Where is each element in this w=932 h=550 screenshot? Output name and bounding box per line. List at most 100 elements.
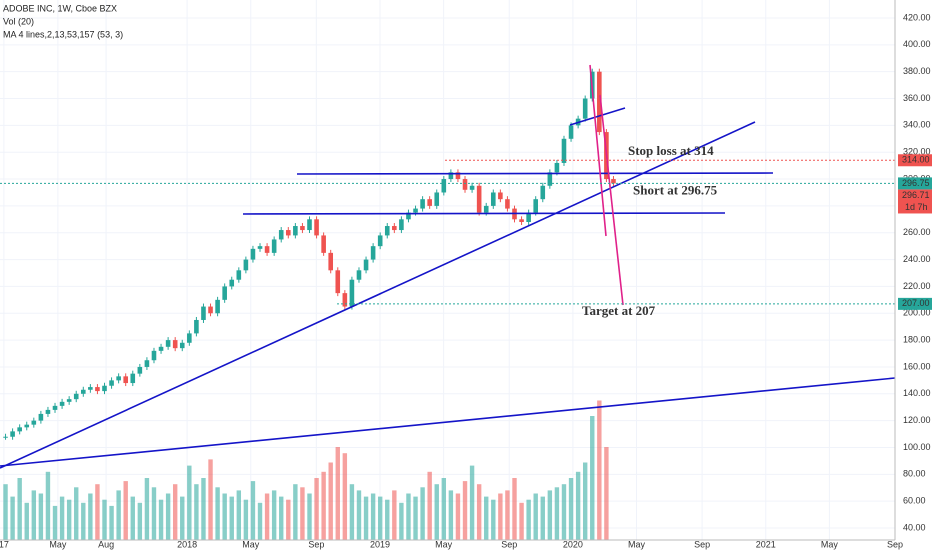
candle-body [469,185,475,190]
y-tick-label: 160.00 [903,361,931,371]
candle-body [448,172,454,180]
volume-bar [165,493,171,540]
volume-bar [116,490,121,540]
volume-bar [31,490,37,540]
y-tick-label: 420.00 [903,12,931,22]
volume-bar [109,505,114,540]
volume-bar [519,502,524,540]
y-tick-label: 80.00 [903,469,926,479]
volume-bar [45,471,51,540]
volume-bar [300,487,305,540]
price-tag [898,189,932,214]
volume-bar [264,493,270,540]
y-tick-label: 180.00 [903,334,931,344]
symbol: ADOBE INC, 1W, Cboe BZX [3,3,117,13]
candle-body [278,230,284,240]
x-tick-label: 2021 [756,539,776,549]
volume-bar [597,400,602,540]
volume [3,400,609,540]
volume-bar [533,493,538,540]
candle-body [356,270,362,280]
candle-body [102,385,107,392]
volume-bar [356,490,362,540]
volume-bar [406,493,411,540]
volume-bar [547,490,553,540]
ma-legend: MA 4 lines,2,13,53,157 (53, 3) [3,29,123,39]
candle-body [179,342,185,349]
level-note: Stop loss at 314 [628,143,714,158]
trend-line [569,107,626,126]
level-tag-label: 207.00 [902,298,930,308]
candle-body [526,212,531,222]
volume-bar [180,496,185,540]
volume-bar [187,465,192,540]
y-tick-label: 260.00 [903,227,931,237]
trend-line [0,121,756,469]
volume-bar [137,502,143,540]
volume-bar [10,496,15,540]
volume-bar [561,484,567,540]
candle-body [52,405,58,410]
volume-bar [434,484,439,540]
candle-body [165,340,171,347]
volume-bar [74,487,79,540]
candle-body [314,219,319,236]
x-tick-label: 2018 [177,539,197,549]
y-tick-label: 60.00 [903,496,926,506]
candle-body [38,413,44,421]
candle-body [476,185,482,213]
volume-bar [392,490,397,540]
candle-body [201,306,206,320]
volume-bar [250,481,256,540]
candle-body [187,333,192,343]
level-note: Short at 296.75 [633,182,718,197]
candle-body [257,246,263,249]
y-tick-label: 380.00 [903,66,931,76]
axis-labels: 40.00 60.00 80.00 100.00 120.00 140.00 160.00 1… [0,12,932,549]
volume-bar [328,462,333,540]
x-tick-label: May [435,539,453,549]
volume-bar [505,490,510,540]
trend-line [0,377,896,467]
arrow [589,64,607,237]
level-note: Target at 207 [582,303,656,318]
volume-bar [363,496,369,540]
volume-bar [512,478,517,540]
volume-bar [441,478,447,540]
volume-bar [462,481,468,540]
candle-body [137,366,143,374]
x-tick-label: Sep [887,539,903,549]
x-tick-label: 2019 [370,539,390,549]
grid [0,0,896,540]
volume-bar [88,493,93,540]
volume-bar [582,462,588,540]
level-tag-label: 314.00 [902,155,930,165]
candle-body [462,179,468,190]
candle-body [144,360,150,367]
level-tag [898,154,932,167]
y-tick-label: 340.00 [903,120,931,130]
volume-bar [554,487,560,540]
price-tag-label: 296.71 [902,190,930,200]
candle-body [328,252,334,271]
volume-legend: Vol (20) [3,16,34,26]
x-tick-label: May [242,539,260,549]
candle-body [45,409,51,414]
candle-body [172,340,178,349]
candle-body [519,219,524,222]
candle-body [377,235,383,247]
candle-body [24,424,30,428]
volume-bar [151,487,157,540]
volume-bar [307,493,312,540]
x-tick-label: Sep [501,539,517,549]
candle-body [307,219,312,231]
volume-bar [455,493,461,540]
volume-bar [590,416,595,540]
x-tick-label: May [628,539,646,549]
x-tick-label: 17 [0,539,9,549]
x-tick-label: May [49,539,67,549]
countdown: 1d 7h [905,202,928,212]
volume-bar [194,484,199,540]
volume-bar [66,499,72,540]
volume-bar [229,496,234,540]
